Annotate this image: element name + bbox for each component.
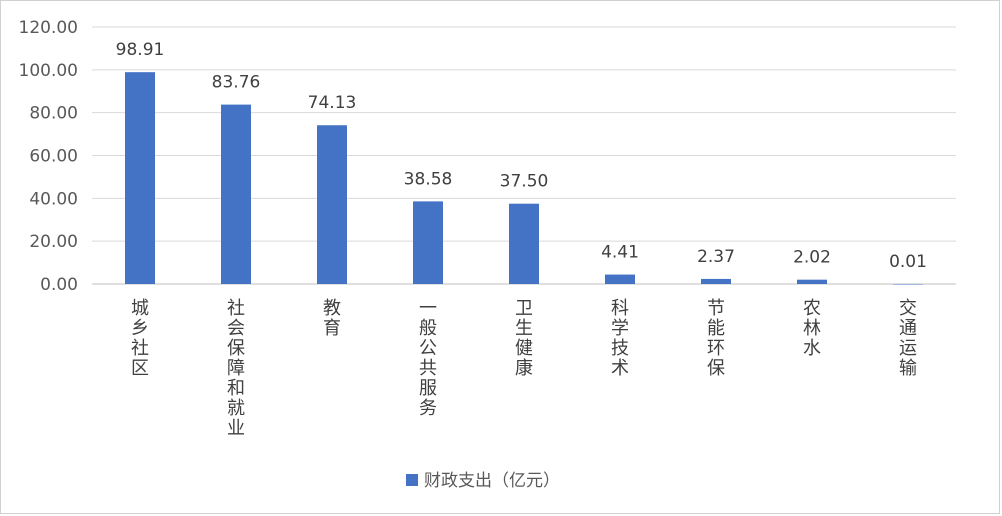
legend-label: 财政支出（亿元） bbox=[424, 471, 560, 491]
x-tick-char: 林 bbox=[803, 318, 821, 339]
x-tick-char: 乡 bbox=[131, 318, 149, 339]
x-tick-char: 般 bbox=[419, 318, 437, 339]
x-tick-char: 学 bbox=[611, 318, 629, 339]
x-tick-char: 业 bbox=[227, 418, 245, 439]
x-tick-char: 生 bbox=[515, 318, 533, 339]
x-tick-char: 社 bbox=[131, 338, 149, 359]
x-tick-char: 一 bbox=[419, 298, 437, 319]
x-tick-char: 水 bbox=[803, 338, 821, 359]
x-tick-char: 教 bbox=[323, 298, 341, 319]
data-label: 4.41 bbox=[601, 243, 639, 263]
x-tick-char: 输 bbox=[899, 358, 917, 379]
x-tick-char: 农 bbox=[803, 298, 821, 319]
x-tick-label: 社会保障和就业 bbox=[227, 298, 245, 439]
x-tick-char: 和 bbox=[227, 378, 245, 399]
bar bbox=[893, 283, 923, 285]
x-tick-label: 卫生健康 bbox=[515, 298, 533, 379]
y-tick-label: 100.00 bbox=[19, 61, 78, 81]
x-tick-char: 区 bbox=[131, 358, 149, 379]
data-label: 98.91 bbox=[116, 40, 165, 60]
bar bbox=[509, 203, 539, 284]
x-tick-char: 保 bbox=[227, 338, 245, 359]
data-label: 2.02 bbox=[793, 248, 831, 268]
x-tick-char: 技 bbox=[611, 338, 629, 359]
x-tick-char: 就 bbox=[227, 398, 245, 419]
y-tick-label: 0.00 bbox=[40, 275, 78, 295]
x-tick-char: 务 bbox=[419, 398, 437, 419]
y-tick-label: 20.00 bbox=[29, 232, 78, 252]
bar bbox=[797, 279, 827, 284]
x-tick-label: 节能环保 bbox=[707, 298, 725, 379]
bar bbox=[701, 278, 731, 284]
x-tick-char: 公 bbox=[419, 338, 437, 359]
x-tick-char: 康 bbox=[515, 358, 533, 379]
bar bbox=[125, 72, 155, 284]
bar bbox=[317, 125, 347, 284]
data-label: 74.13 bbox=[308, 93, 357, 113]
x-tick-char: 运 bbox=[899, 338, 917, 359]
x-tick-char: 城 bbox=[131, 298, 149, 319]
data-label: 37.50 bbox=[500, 172, 549, 192]
x-tick-char: 环 bbox=[707, 338, 725, 359]
x-tick-char: 共 bbox=[419, 358, 437, 379]
x-tick-label: 城乡社区 bbox=[131, 298, 149, 379]
bar bbox=[221, 104, 251, 284]
x-tick-char: 社 bbox=[227, 298, 245, 319]
y-tick-label: 60.00 bbox=[29, 147, 78, 167]
x-tick-label: 教育 bbox=[323, 298, 341, 339]
x-tick-char: 卫 bbox=[515, 298, 533, 319]
x-tick-char: 保 bbox=[707, 358, 725, 379]
x-tick-label: 农林水 bbox=[803, 298, 821, 359]
x-tick-label: 科学技术 bbox=[611, 298, 629, 379]
y-tick-label: 40.00 bbox=[29, 189, 78, 209]
data-label: 2.37 bbox=[697, 247, 735, 267]
x-tick-label: 一般公共服务 bbox=[419, 298, 437, 419]
bar bbox=[413, 201, 443, 284]
data-label: 0.01 bbox=[889, 252, 927, 272]
x-tick-char: 术 bbox=[611, 358, 629, 379]
y-tick-label: 80.00 bbox=[29, 104, 78, 124]
x-tick-char: 能 bbox=[707, 318, 725, 339]
x-tick-char: 健 bbox=[515, 338, 533, 359]
x-tick-char: 通 bbox=[899, 318, 917, 339]
x-tick-char: 障 bbox=[227, 358, 245, 379]
x-tick-char: 交 bbox=[899, 298, 917, 319]
data-label: 83.76 bbox=[212, 73, 261, 93]
x-tick-char: 科 bbox=[611, 298, 629, 319]
data-label: 38.58 bbox=[404, 169, 453, 189]
x-tick-char: 节 bbox=[707, 298, 725, 319]
bar bbox=[605, 274, 635, 284]
x-tick-char: 育 bbox=[323, 318, 341, 339]
y-tick-label: 120.00 bbox=[19, 18, 78, 38]
x-tick-char: 会 bbox=[227, 318, 245, 339]
x-tick-label: 交通运输 bbox=[899, 298, 917, 379]
legend-swatch bbox=[406, 474, 418, 486]
x-tick-char: 服 bbox=[419, 378, 437, 399]
